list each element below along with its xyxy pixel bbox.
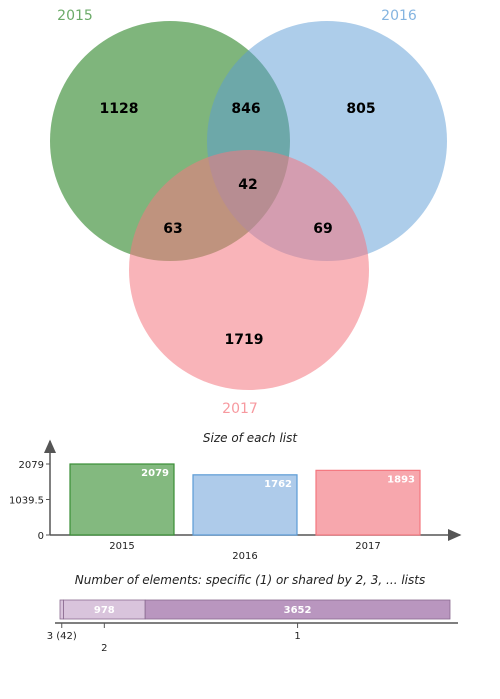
shared-tick-label: 2 (101, 643, 107, 654)
size-bar-value-2017: 1893 (387, 474, 415, 485)
shared-segment-value: 3652 (284, 605, 312, 616)
size-category-label-2015: 2015 (109, 541, 134, 552)
size-ytick-label: 2079 (19, 460, 44, 471)
size-bar-value-2015: 2079 (141, 468, 169, 479)
size-bar-2017 (315, 469, 421, 536)
venn-count-only-2017: 1719 (225, 332, 264, 348)
size-bar-2015 (69, 463, 175, 536)
shared-segment-value: 978 (94, 605, 115, 616)
venn-label-2017: 2017 (222, 401, 258, 417)
size-ytick-label: 0 (38, 531, 44, 542)
size-category-label-2017: 2017 (355, 541, 380, 552)
size-bar-value-2016: 1762 (264, 479, 292, 490)
venn-count-2015-2016: 846 (231, 101, 260, 117)
size-chart-title: Size of each list (203, 431, 299, 445)
shared-segment-3 (59, 599, 64, 620)
size-bar-2016 (192, 474, 298, 536)
venn-label-2015: 2015 (57, 8, 93, 24)
shared-tick-label: 1 (294, 631, 300, 642)
venn-count-only-2015: 1128 (100, 101, 139, 117)
venn-count-only-2016: 805 (346, 101, 375, 117)
shared-chart-title: Number of elements: specific (1) or shar… (75, 573, 425, 587)
venn-circle-2017 (129, 150, 369, 390)
shared-tick-label: 3 (42) (47, 631, 77, 642)
venn-count-2015-2017: 63 (163, 221, 182, 237)
venn-count-all: 42 (238, 177, 257, 193)
size-category-label-2016: 2016 (232, 551, 257, 562)
venn-count-2016-2017: 69 (313, 221, 332, 237)
shared-segment-1 (144, 599, 451, 620)
size-ytick-label: 1039.5 (9, 496, 44, 507)
venn-label-2016: 2016 (381, 8, 417, 24)
